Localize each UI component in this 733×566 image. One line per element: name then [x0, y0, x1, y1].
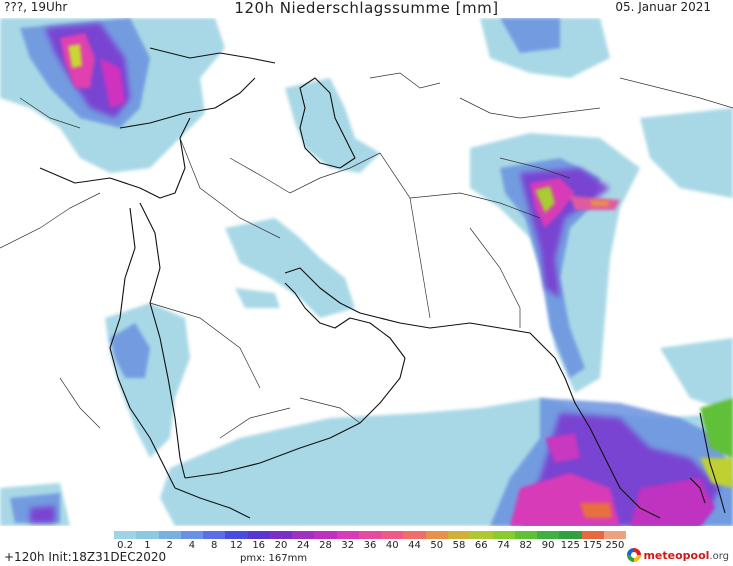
color-scale-swatch: [492, 531, 515, 539]
color-scale-swatch: [403, 531, 426, 539]
logo-text: meteopool.org: [643, 549, 729, 562]
color-scale-swatch: [158, 531, 181, 539]
color-scale-swatch: [358, 531, 382, 539]
color-scale-label: 2: [166, 540, 173, 551]
logo-main-text: meteopool: [643, 548, 710, 562]
map-title: 120h Niederschlagssumme [mm]: [234, 0, 499, 17]
color-scale-label: 24: [296, 540, 310, 551]
valid-time-label: ???, 19Uhr: [4, 0, 68, 14]
color-scale-swatch: [470, 531, 493, 539]
color-scale-swatch: [425, 531, 448, 539]
color-scale-label: 90: [541, 540, 555, 551]
color-scale-label: 40: [385, 540, 399, 551]
color-scale-label: 0.2: [117, 540, 134, 551]
color-scale-swatch: [381, 531, 404, 539]
color-scale-label: 32: [341, 540, 355, 551]
precipitation-map: [0, 18, 733, 526]
color-scale-label: 44: [408, 540, 421, 551]
color-scale-swatch: [537, 531, 560, 539]
logo-icon: [627, 548, 642, 562]
color-scale-label: 66: [474, 540, 488, 551]
precip-extreme: [68, 44, 733, 518]
meteopool-logo[interactable]: meteopool.org: [627, 546, 729, 564]
color-scale-label: 175: [583, 540, 603, 551]
legend: 0.2 1 2 4 8 12 16 20 24 28 32 36 40 44 50 58 66 74 82 90 125…: [0, 526, 733, 566]
color-scale-swatch: [447, 531, 471, 539]
borders: [0, 72, 733, 439]
color-scale-swatch: [603, 531, 627, 539]
coastlines: [39, 47, 726, 519]
color-scale-bar: [114, 531, 627, 539]
color-scale-label: 74: [497, 540, 510, 551]
logo-domain-text: .org: [709, 550, 729, 562]
color-scale-swatch: [314, 531, 337, 539]
color-scale-swatch: [114, 531, 137, 539]
color-scale-swatch: [180, 531, 204, 539]
color-scale-swatch: [136, 531, 159, 539]
color-scale-swatch: [225, 531, 248, 539]
forecast-init-label: +120h Init:18Z31DEC2020: [4, 550, 167, 564]
color-scale-label: 4: [188, 540, 196, 551]
color-scale-label: 250: [605, 540, 625, 551]
color-scale-swatch: [269, 531, 293, 539]
color-scale-label: 125: [560, 540, 580, 551]
header: ???, 19Uhr 120h Niederschlagssumme [mm] …: [0, 0, 733, 18]
color-scale-label: 16: [252, 540, 266, 551]
valid-date-label: 05. Januar 2021: [615, 0, 711, 14]
color-scale-label: 8: [210, 540, 218, 551]
color-scale-label: 28: [319, 540, 332, 551]
color-scale-label: 50: [430, 540, 444, 551]
color-scale-label: 12: [230, 540, 243, 551]
color-scale-swatch: [292, 531, 315, 539]
color-scale-labels: 0.2 1 2 4 8 12 16 20 24 28 32 36 40 44 50 58 66 74 82 90 125…: [114, 540, 626, 552]
color-scale-swatch: [514, 531, 538, 539]
color-scale-label: 20: [274, 540, 288, 551]
color-scale-label: 82: [519, 540, 533, 551]
color-scale-swatch: [203, 531, 226, 539]
max-precip-label: pmx: 167mm: [240, 553, 308, 564]
color-scale-label: 36: [363, 540, 377, 551]
color-scale-swatch: [336, 531, 359, 539]
color-scale-label: 1: [144, 540, 151, 551]
color-scale-swatch: [559, 531, 582, 539]
color-scale-swatch: [581, 531, 604, 539]
color-scale-label: 58: [452, 540, 466, 551]
color-scale-swatch: [247, 531, 270, 539]
